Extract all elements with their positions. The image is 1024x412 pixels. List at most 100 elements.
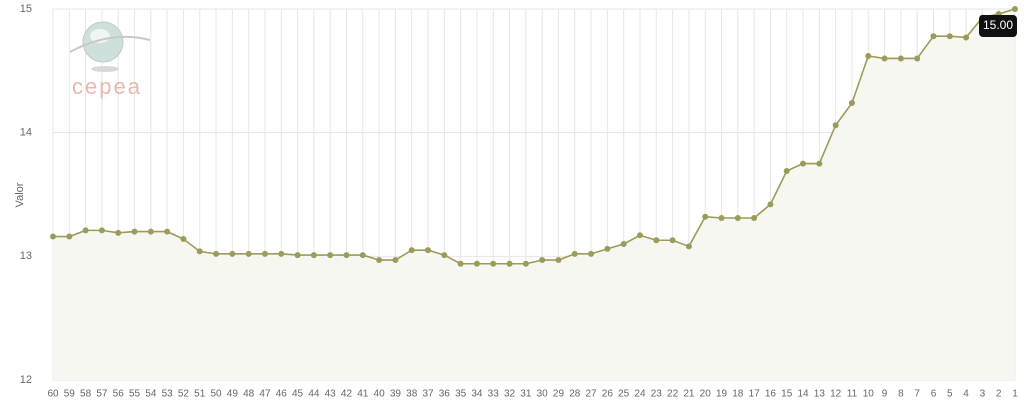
x-tick-label: 44: [308, 389, 320, 400]
x-tick-label: 35: [455, 389, 467, 400]
x-tick-label: 23: [651, 389, 663, 400]
point: [213, 250, 220, 257]
point: [539, 257, 546, 264]
point: [620, 240, 627, 247]
point: [343, 252, 350, 259]
point: [555, 257, 562, 264]
point: [767, 201, 774, 208]
point: [783, 168, 790, 175]
x-tick-label: 57: [96, 389, 108, 400]
x-tick-label: 49: [227, 389, 239, 400]
x-tick-label: 47: [259, 389, 271, 400]
point: [522, 260, 529, 267]
y-axis-label: Valor: [14, 182, 26, 207]
x-tick-label: 9: [882, 389, 888, 400]
x-tick-label: 31: [520, 389, 532, 400]
point: [946, 33, 953, 40]
point: [457, 260, 464, 267]
point: [588, 250, 595, 257]
point: [261, 250, 268, 257]
x-tick-label: 38: [406, 389, 418, 400]
x-tick-label: 40: [374, 389, 386, 400]
area: [53, 9, 1015, 380]
point: [278, 250, 285, 257]
x-tick-label: 20: [700, 389, 712, 400]
x-tick-label: 10: [863, 389, 875, 400]
point: [229, 250, 236, 257]
point: [963, 34, 970, 41]
x-tick-label: 19: [716, 389, 728, 400]
x-tick-label: 6: [931, 389, 937, 400]
x-tick-label: 36: [439, 389, 451, 400]
point: [376, 257, 383, 264]
x-tick-label: 22: [667, 389, 679, 400]
point: [473, 260, 480, 267]
point: [115, 229, 122, 236]
x-tick-label: 11: [847, 389, 858, 400]
point: [82, 227, 89, 234]
point: [66, 233, 73, 240]
point: [490, 260, 497, 267]
x-tick-label: 21: [683, 389, 695, 400]
point: [702, 213, 709, 220]
x-tick-label: 24: [634, 389, 646, 400]
x-tick-label: 14: [797, 389, 809, 400]
x-tick-label: 30: [537, 389, 549, 400]
y-tick-label: 14: [20, 127, 32, 139]
y-tick-label: 13: [20, 250, 32, 262]
x-tick-label: 41: [357, 389, 369, 400]
x-tick-label: 27: [586, 389, 598, 400]
x-tick-label: 33: [488, 389, 500, 400]
point: [734, 214, 741, 221]
x-tick-label: 25: [618, 389, 630, 400]
point: [506, 260, 513, 267]
point: [685, 243, 692, 250]
x-tick-label: 34: [471, 389, 483, 400]
point: [425, 247, 432, 254]
x-tick-label: 16: [765, 389, 777, 400]
point: [50, 233, 56, 240]
point: [1012, 6, 1018, 12]
point: [930, 33, 937, 40]
logo-text: cepea: [72, 74, 142, 99]
logo-shadow: [91, 66, 119, 72]
point: [832, 122, 839, 129]
x-tick-label: 55: [129, 389, 141, 400]
x-tick-label: 32: [504, 389, 516, 400]
x-tick-label: 45: [292, 389, 304, 400]
point: [131, 228, 138, 235]
x-tick-label: 60: [47, 389, 59, 400]
x-tick-label: 54: [145, 389, 157, 400]
point: [180, 236, 187, 243]
point: [310, 252, 317, 259]
x-tick-label: 37: [422, 389, 434, 400]
point: [98, 227, 105, 234]
x-tick-label: 52: [178, 389, 190, 400]
point: [816, 160, 823, 167]
tooltip-text: 15.00: [983, 18, 1013, 32]
x-tick-label: 53: [162, 389, 174, 400]
x-tick-label: 39: [390, 389, 402, 400]
x-tick-label: 51: [194, 389, 206, 400]
tooltip: 15.00: [979, 15, 1017, 37]
point: [914, 55, 921, 62]
point: [571, 250, 578, 257]
x-tick-label: 13: [814, 389, 826, 400]
point: [392, 257, 399, 264]
point: [164, 228, 171, 235]
point: [800, 160, 807, 167]
x-tick-label: 59: [64, 389, 76, 400]
point: [196, 248, 203, 255]
x-tick-label: 48: [243, 389, 255, 400]
x-tick-label: 43: [325, 389, 337, 400]
point: [245, 250, 252, 257]
x-tick-label: 7: [914, 389, 920, 400]
point: [881, 55, 888, 62]
x-tick-label: 17: [749, 389, 761, 400]
logo-swoosh: [69, 35, 151, 53]
x-tick-label: 8: [898, 389, 904, 400]
point: [848, 99, 855, 106]
x-tick-label: 26: [602, 389, 614, 400]
x-tick-label: 18: [732, 389, 744, 400]
